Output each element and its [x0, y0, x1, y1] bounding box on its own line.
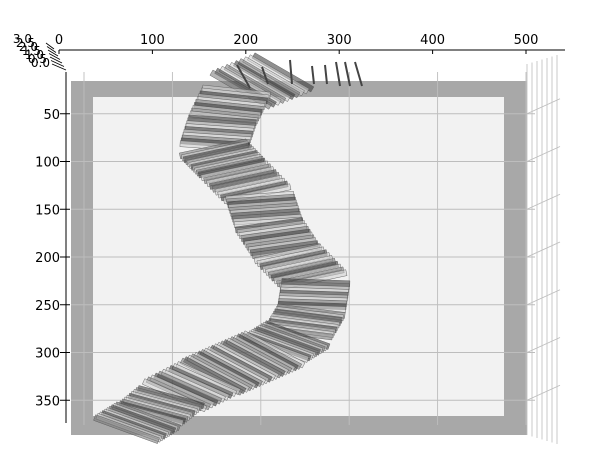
x-tick-label: 300 — [327, 33, 352, 48]
z-tick-label: 3.0 — [13, 32, 32, 46]
axes: 0 100 200 300 400 500 50 100 150 200 250 300 350 0.00… — [13, 32, 565, 423]
grid-lines — [71, 55, 561, 444]
x-tick-label: 100 — [140, 33, 165, 48]
y-grid-depth — [526, 241, 561, 258]
surface-band — [93, 52, 363, 444]
z-tick — [49, 56, 63, 64]
surface-spike — [344, 61, 351, 87]
z-tick-label: 0.5 — [28, 52, 47, 66]
z-tick-label: 2.5 — [16, 36, 35, 50]
y-grid-depth — [526, 337, 561, 353]
z-tick — [48, 53, 61, 60]
z-tick-label: 1.5 — [22, 44, 41, 58]
x-tick-label: 400 — [420, 33, 445, 48]
surface-spike — [324, 64, 328, 85]
surface-spike — [236, 64, 251, 89]
y-tick-label: 350 — [35, 394, 60, 409]
z-tick — [45, 42, 55, 50]
z-tick — [51, 63, 67, 71]
y-tick-label: 50 — [43, 108, 60, 123]
surface-spike — [261, 66, 269, 85]
z-tick-label: 1.0 — [25, 48, 44, 62]
z-tick — [46, 46, 57, 53]
y-grid-depth — [526, 384, 561, 401]
y-tick-label: 300 — [35, 347, 60, 362]
y-grid-depth — [526, 146, 561, 162]
y-tick-label: 100 — [35, 156, 60, 171]
surface-strip — [93, 414, 160, 444]
surface-spike — [289, 59, 293, 85]
x-tick-label: 0 — [55, 33, 63, 48]
z-tick-label: 2.0 — [19, 40, 38, 54]
surface-spike — [354, 61, 363, 87]
surface-spike — [335, 61, 341, 87]
y-tick-label: 250 — [35, 299, 60, 314]
x-tick-label: 200 — [233, 33, 258, 48]
y-tick-label: 200 — [35, 251, 60, 266]
z-tick — [47, 49, 59, 57]
y-tick-label: 150 — [35, 203, 60, 218]
y-grid-depth — [526, 193, 561, 210]
y-grid-depth — [526, 289, 561, 306]
z-tick-label: 0.0 — [31, 56, 50, 70]
z-tick — [50, 60, 65, 67]
surface-spike — [311, 65, 315, 85]
x-tick-label: 500 — [514, 33, 539, 48]
y-grid-depth — [526, 98, 561, 115]
